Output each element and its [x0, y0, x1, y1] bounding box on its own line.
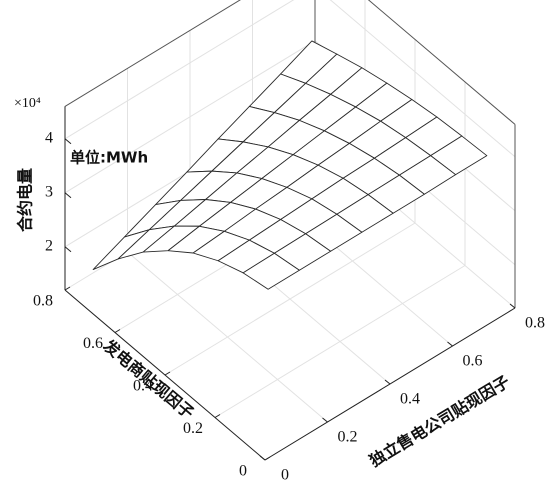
grid-line — [164, 222, 416, 376]
x-tick-label: 0.8 — [525, 315, 545, 332]
grid-line — [64, 40, 316, 194]
x-tick-label: 0.6 — [463, 353, 483, 370]
y-tick — [64, 286, 71, 291]
z-multiplier: ×10⁴ — [14, 96, 41, 111]
x-tick — [259, 455, 266, 461]
z-tick-label: 2 — [45, 237, 53, 254]
x-tick-label: 0 — [281, 467, 289, 484]
y-tick-label: 0.2 — [183, 420, 203, 437]
box-edge — [64, 0, 241, 107]
x-tick-label: 0.4 — [400, 391, 420, 408]
y-tick — [164, 371, 171, 376]
x-tick — [322, 417, 328, 423]
y-tick — [264, 456, 271, 461]
surface-cell — [242, 252, 300, 290]
grid-line — [64, 0, 295, 140]
x-tick — [384, 379, 391, 385]
z-tick-label: 4 — [45, 129, 53, 146]
y-tick-label: 0 — [239, 463, 247, 480]
box-edge — [367, 0, 516, 125]
x-axis-label: 独立售电公司贴现因子 — [366, 372, 513, 471]
x-tick-label: 0.2 — [338, 429, 358, 446]
z-tick-label: 3 — [45, 183, 53, 200]
grid-line — [214, 265, 466, 418]
annotation: 单位:MWh — [70, 149, 148, 167]
z-tick — [64, 138, 72, 145]
z-tick — [64, 192, 72, 199]
z-tick — [64, 246, 72, 253]
y-tick-label: 0.8 — [33, 293, 53, 310]
grid-line — [329, 0, 516, 158]
x-tick — [447, 341, 453, 347]
y-tick — [114, 329, 121, 333]
x-tick — [509, 303, 516, 309]
y-tick-label: 0.4 — [133, 378, 153, 395]
z-axis-label: 合约电量 — [16, 168, 35, 232]
y-tick — [214, 414, 221, 418]
y-tick-label: 0.6 — [83, 335, 103, 352]
